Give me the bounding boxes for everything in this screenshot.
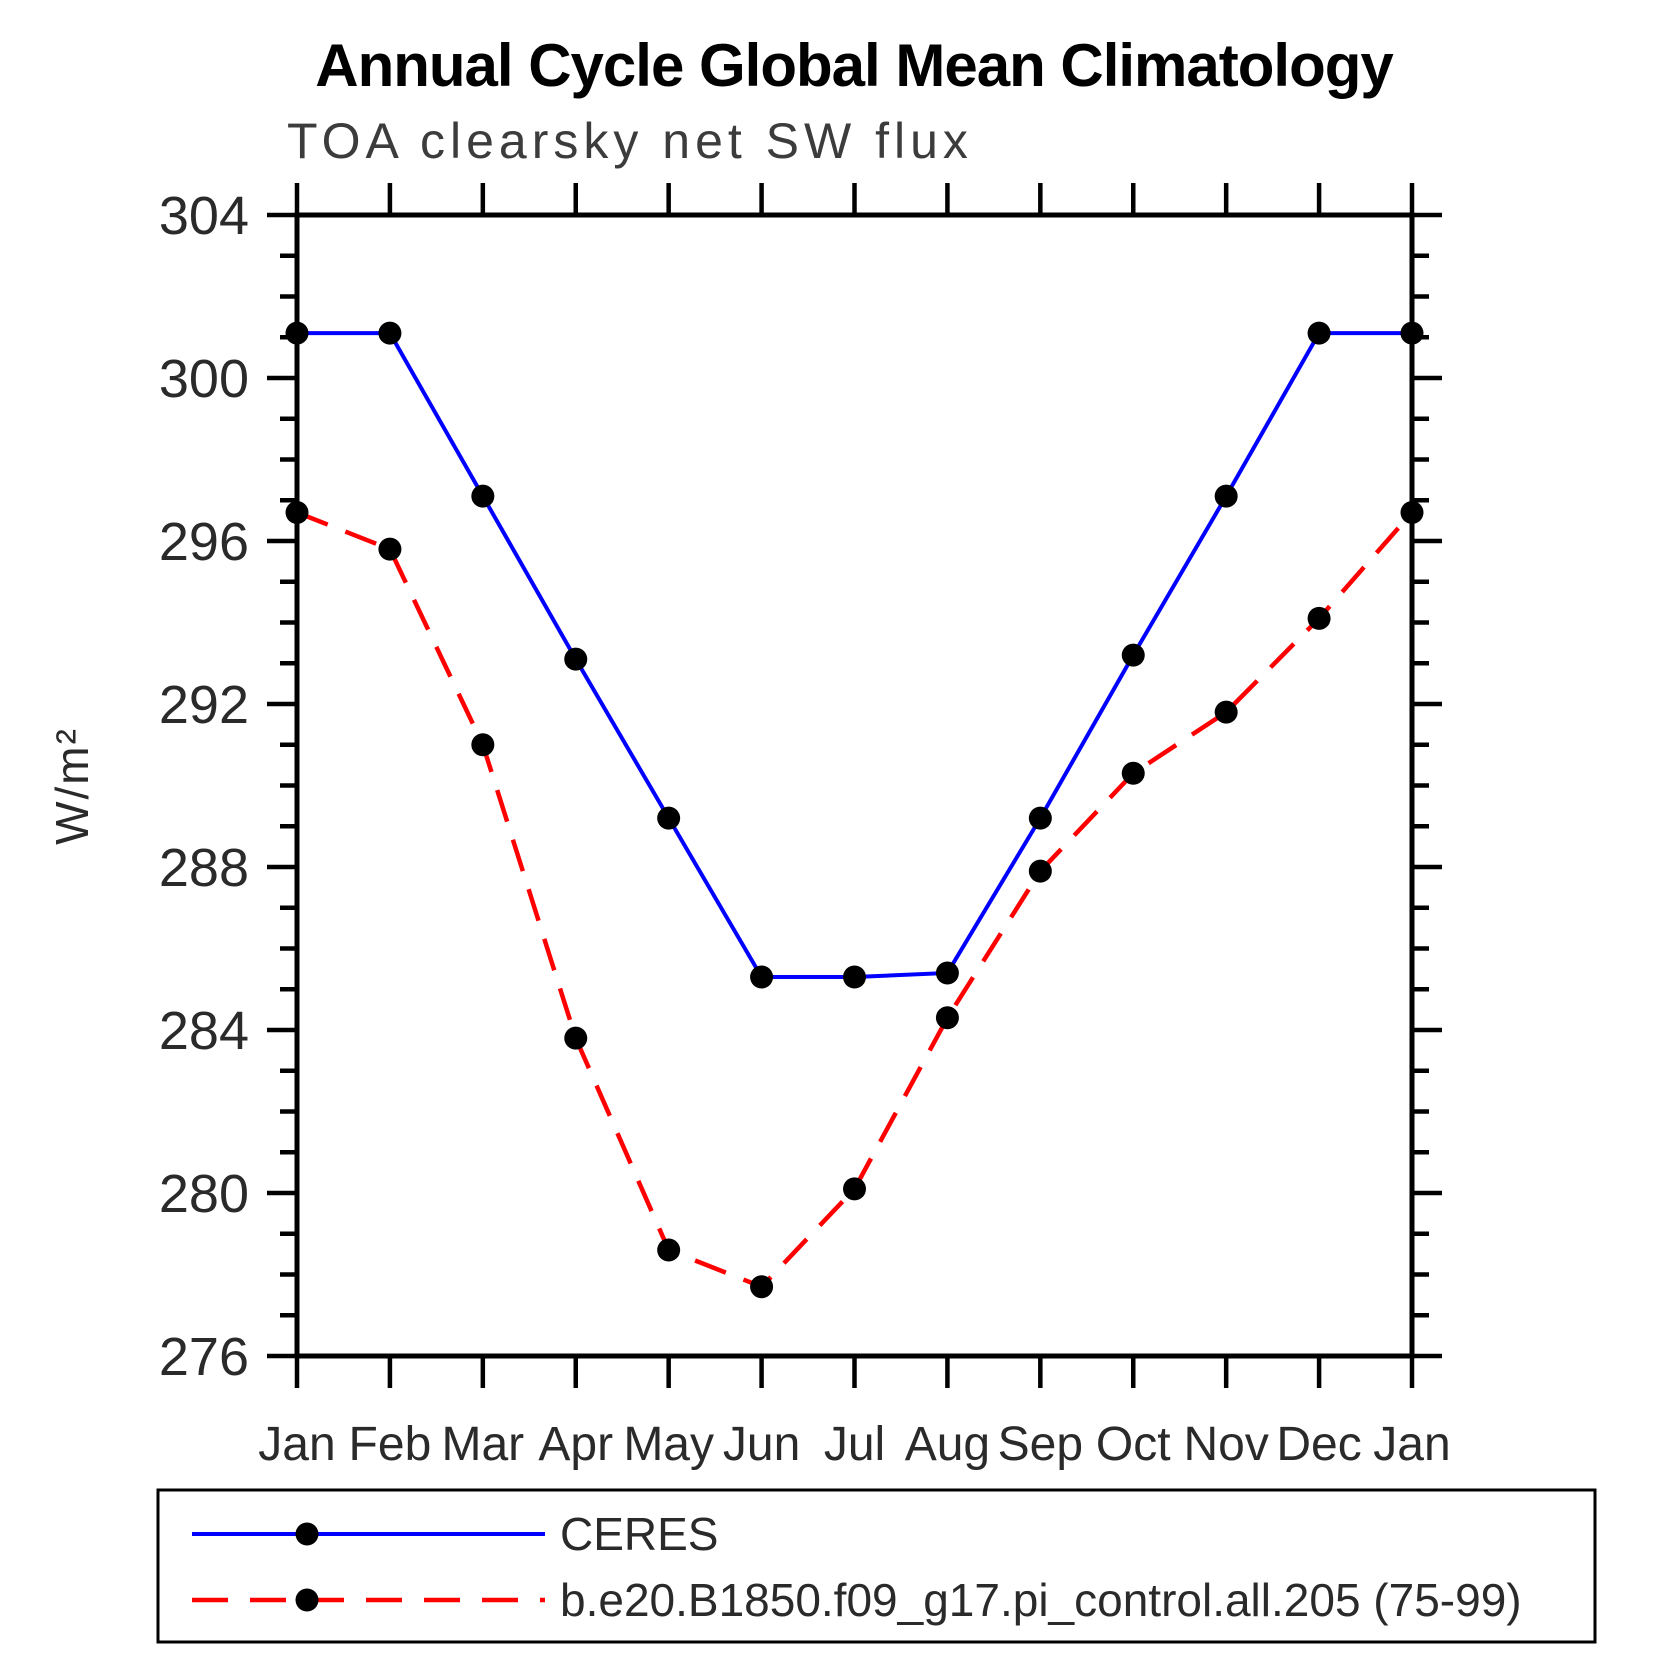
legend-marker-model [295, 1588, 319, 1612]
data-point-marker [471, 484, 495, 508]
y-tick-label: 304 [159, 186, 249, 246]
data-point-marker [564, 1026, 588, 1050]
data-point-marker [1307, 606, 1331, 630]
legend-label-ceres: CERES [560, 1508, 718, 1560]
series-line-0 [297, 331, 1412, 980]
data-point-marker [843, 965, 866, 989]
y-tick-label: 296 [159, 512, 249, 572]
data-point-marker [1121, 761, 1145, 785]
data-point-marker [378, 321, 402, 345]
data-point-marker [1307, 321, 1331, 345]
axis-ticks [267, 183, 1442, 1388]
data-point-marker [1214, 484, 1238, 508]
data-point-marker [843, 1177, 866, 1201]
x-month-label: Jan [258, 1418, 335, 1471]
data-point-marker [657, 806, 681, 830]
x-month-label: Sep [998, 1418, 1083, 1471]
x-month-label: Nov [1183, 1418, 1268, 1471]
data-point-marker [471, 733, 495, 757]
y-tick-label: 300 [159, 349, 249, 409]
y-tick-label: 284 [159, 1001, 249, 1061]
y-tick-label: 292 [159, 675, 249, 735]
data-point-marker [378, 537, 402, 561]
data-point-marker [564, 647, 588, 671]
y-tick-label: 288 [159, 838, 249, 898]
data-point-marker [1121, 643, 1145, 667]
x-month-label: Jan [1373, 1418, 1450, 1471]
legend-box [156, 1488, 1597, 1644]
legend-marker-ceres [295, 1522, 319, 1546]
chart-subtitle: TOA clearsky net SW flux [287, 113, 973, 169]
y-tick-label: 276 [159, 1327, 249, 1387]
data-point-marker [1028, 806, 1052, 830]
data-point-marker [935, 961, 959, 985]
data-point-marker [1028, 859, 1052, 883]
x-month-label: Mar [441, 1418, 524, 1471]
series-line-1 [296, 510, 1414, 1290]
y-axis-label: W/m² [46, 727, 98, 845]
y-tick-label: 280 [159, 1164, 249, 1224]
x-month-label: Jun [723, 1418, 800, 1471]
data-point-marker [935, 1006, 959, 1030]
data-series [285, 321, 1424, 1299]
x-month-label: Jul [824, 1418, 885, 1471]
data-point-marker [657, 1238, 681, 1262]
x-month-label: Oct [1096, 1418, 1171, 1471]
x-month-label: Dec [1276, 1418, 1361, 1471]
data-point-marker [285, 321, 309, 345]
data-point-marker [285, 500, 309, 524]
x-month-label: Aug [905, 1418, 990, 1471]
data-point-marker [750, 1275, 774, 1299]
x-month-label: Apr [538, 1418, 613, 1471]
legend-label-model: b.e20.B1850.f09_g17.pi_control.all.205 (… [560, 1574, 1522, 1626]
data-point-marker [750, 965, 774, 989]
x-month-label: Feb [349, 1418, 432, 1471]
x-month-label: May [623, 1418, 714, 1471]
page-title: Annual Cycle Global Mean Climatology [315, 32, 1394, 99]
data-point-marker [1400, 321, 1424, 345]
legend: CERES b.e20.B1850.f09_g17.pi_control.all… [156, 1488, 1597, 1644]
data-point-marker [1400, 500, 1424, 524]
data-point-marker [1214, 700, 1238, 724]
